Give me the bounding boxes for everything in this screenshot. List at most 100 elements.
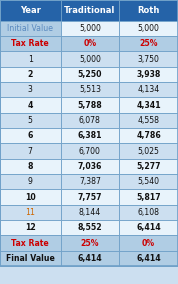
Text: 5,817: 5,817 — [136, 193, 161, 202]
Bar — [119, 97, 178, 113]
Bar — [119, 82, 178, 97]
Bar — [0, 159, 61, 174]
Bar — [61, 67, 119, 82]
Bar — [61, 128, 119, 143]
Text: 7: 7 — [28, 147, 33, 156]
Bar — [0, 174, 61, 189]
Bar — [61, 189, 119, 205]
Bar — [119, 189, 178, 205]
Text: 25%: 25% — [81, 239, 99, 248]
Bar — [119, 205, 178, 220]
Text: 5,540: 5,540 — [138, 177, 160, 186]
Bar — [61, 220, 119, 235]
Text: 12: 12 — [25, 223, 36, 232]
Bar — [0, 0, 61, 21]
Text: 5,000: 5,000 — [138, 24, 159, 33]
Text: 5,277: 5,277 — [136, 162, 161, 171]
Bar — [61, 143, 119, 159]
Text: Tax Rate: Tax Rate — [11, 239, 49, 248]
Bar — [119, 251, 178, 266]
Bar — [119, 36, 178, 51]
Text: 5,025: 5,025 — [138, 147, 159, 156]
Text: 6,414: 6,414 — [136, 223, 161, 232]
Bar — [119, 143, 178, 159]
Text: 6,414: 6,414 — [136, 254, 161, 263]
Text: 7,036: 7,036 — [78, 162, 102, 171]
Bar — [0, 143, 61, 159]
Text: 1: 1 — [28, 55, 33, 64]
Text: Tax Rate: Tax Rate — [11, 39, 49, 48]
Text: 10: 10 — [25, 193, 36, 202]
Bar — [0, 51, 61, 67]
Bar — [119, 128, 178, 143]
Text: 4,558: 4,558 — [138, 116, 160, 125]
Bar — [61, 21, 119, 36]
Bar — [119, 174, 178, 189]
Text: 3: 3 — [28, 85, 33, 94]
Text: 6: 6 — [28, 131, 33, 140]
Bar — [61, 82, 119, 97]
Text: 9: 9 — [28, 177, 33, 186]
Bar — [119, 235, 178, 251]
Text: 5,000: 5,000 — [79, 24, 101, 33]
Text: 4,341: 4,341 — [136, 101, 161, 110]
Text: 4,786: 4,786 — [136, 131, 161, 140]
Bar — [61, 174, 119, 189]
Text: 5,788: 5,788 — [77, 101, 102, 110]
Bar — [119, 220, 178, 235]
Text: 5,000: 5,000 — [79, 55, 101, 64]
Bar — [61, 205, 119, 220]
Bar — [0, 189, 61, 205]
Text: 7,757: 7,757 — [78, 193, 102, 202]
Bar — [119, 21, 178, 36]
Bar — [0, 251, 61, 266]
Text: 0%: 0% — [83, 39, 96, 48]
Text: 4: 4 — [28, 101, 33, 110]
Bar — [119, 113, 178, 128]
Text: 6,700: 6,700 — [79, 147, 101, 156]
Text: 3,750: 3,750 — [138, 55, 159, 64]
Bar — [61, 51, 119, 67]
Text: 5,250: 5,250 — [78, 70, 102, 79]
Text: 2: 2 — [28, 70, 33, 79]
Text: Final Value: Final Value — [6, 254, 55, 263]
Text: 8,144: 8,144 — [79, 208, 101, 217]
Bar — [119, 51, 178, 67]
Bar — [0, 82, 61, 97]
Bar — [0, 67, 61, 82]
Text: 0%: 0% — [142, 239, 155, 248]
Text: Year: Year — [20, 6, 41, 15]
Text: Initial Value: Initial Value — [7, 24, 53, 33]
Text: Roth: Roth — [137, 6, 160, 15]
Bar — [0, 97, 61, 113]
Text: 3,938: 3,938 — [137, 70, 161, 79]
Text: 6,078: 6,078 — [79, 116, 101, 125]
Bar — [61, 235, 119, 251]
Bar — [61, 0, 119, 21]
Bar — [61, 159, 119, 174]
Bar — [0, 205, 61, 220]
Bar — [61, 97, 119, 113]
Text: 25%: 25% — [139, 39, 158, 48]
Text: Traditional: Traditional — [64, 6, 116, 15]
Bar — [0, 21, 61, 36]
Text: 11: 11 — [25, 208, 35, 217]
Bar — [0, 235, 61, 251]
Bar — [119, 0, 178, 21]
Bar — [61, 113, 119, 128]
Text: 8,552: 8,552 — [78, 223, 102, 232]
Text: 6,381: 6,381 — [78, 131, 102, 140]
Text: 6,108: 6,108 — [138, 208, 160, 217]
Text: 7,387: 7,387 — [79, 177, 101, 186]
Bar — [119, 67, 178, 82]
Bar — [61, 251, 119, 266]
Bar — [0, 128, 61, 143]
Text: 5: 5 — [28, 116, 33, 125]
Text: 8: 8 — [28, 162, 33, 171]
Bar — [0, 113, 61, 128]
Bar — [61, 36, 119, 51]
Text: 4,134: 4,134 — [137, 85, 160, 94]
Bar — [0, 220, 61, 235]
Bar — [119, 159, 178, 174]
Text: 6,414: 6,414 — [77, 254, 102, 263]
